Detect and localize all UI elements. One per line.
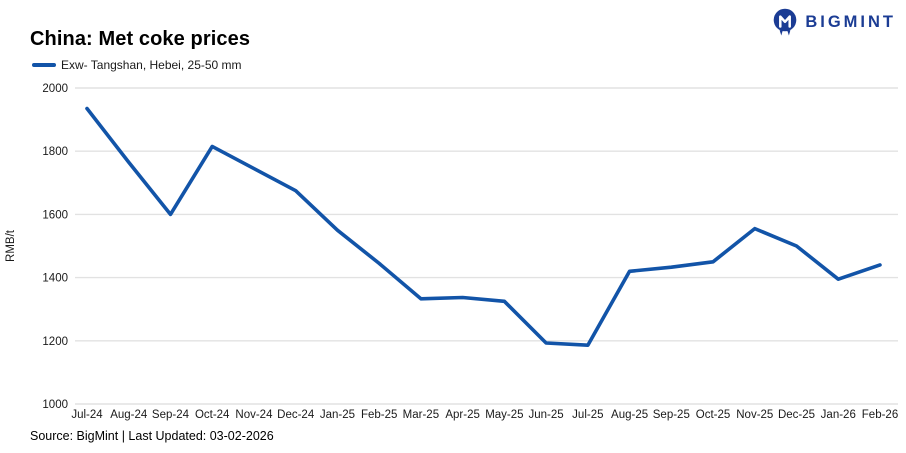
x-tick-label: Sep-25 xyxy=(653,409,690,421)
x-tick-label: Nov-24 xyxy=(235,409,273,421)
x-tick-label: Sep-24 xyxy=(152,409,190,421)
x-tick-label: Feb-25 xyxy=(361,409,397,421)
y-tick-label: 1600 xyxy=(42,209,68,221)
x-tick-label: Oct-25 xyxy=(696,409,731,421)
x-tick-label: Feb-26 xyxy=(862,409,898,421)
bigmint-logo: BIGMINT xyxy=(772,8,896,37)
legend-line-swatch xyxy=(32,63,56,67)
x-tick-label: Apr-25 xyxy=(445,409,480,421)
x-tick-label: Jan-26 xyxy=(821,409,856,421)
x-tick-label: Dec-24 xyxy=(277,409,315,421)
y-tick-label: 1000 xyxy=(42,399,68,411)
x-tick-label: Jan-25 xyxy=(320,409,355,421)
x-tick-label: Jul-24 xyxy=(71,409,103,421)
x-tick-label: Dec-25 xyxy=(778,409,815,421)
x-tick-label: Oct-24 xyxy=(195,409,230,421)
y-tick-label: 1800 xyxy=(42,146,68,158)
x-tick-label: Mar-25 xyxy=(403,409,439,421)
x-tick-label: Nov-25 xyxy=(736,409,773,421)
y-axis-title: RMB/t xyxy=(5,229,17,262)
y-tick-label: 2000 xyxy=(42,83,68,95)
legend: Exw- Tangshan, Hebei, 25-50 mm xyxy=(32,58,242,72)
price-line xyxy=(85,106,882,348)
y-tick-label: 1400 xyxy=(42,273,68,285)
x-tick-label: May-25 xyxy=(485,409,523,421)
x-tick-label: Aug-24 xyxy=(110,409,148,421)
bigmint-owl-icon xyxy=(774,8,797,36)
x-tick-label: Jul-25 xyxy=(572,409,603,421)
x-tick-label: Jun-25 xyxy=(529,409,564,421)
y-tick-label: 1200 xyxy=(42,336,68,348)
x-tick-label: Aug-25 xyxy=(611,409,648,421)
legend-label: Exw- Tangshan, Hebei, 25-50 mm xyxy=(61,58,242,72)
chart-title: China: Met coke prices xyxy=(30,28,251,50)
brand-name: BIGMINT xyxy=(805,13,896,31)
source-note: Source: BigMint | Last Updated: 03-02-20… xyxy=(30,429,274,443)
price-line-chart: 1000 1200 1400 1600 1800 2000 RMB/t Jul-24 Aug-2… xyxy=(5,83,898,421)
